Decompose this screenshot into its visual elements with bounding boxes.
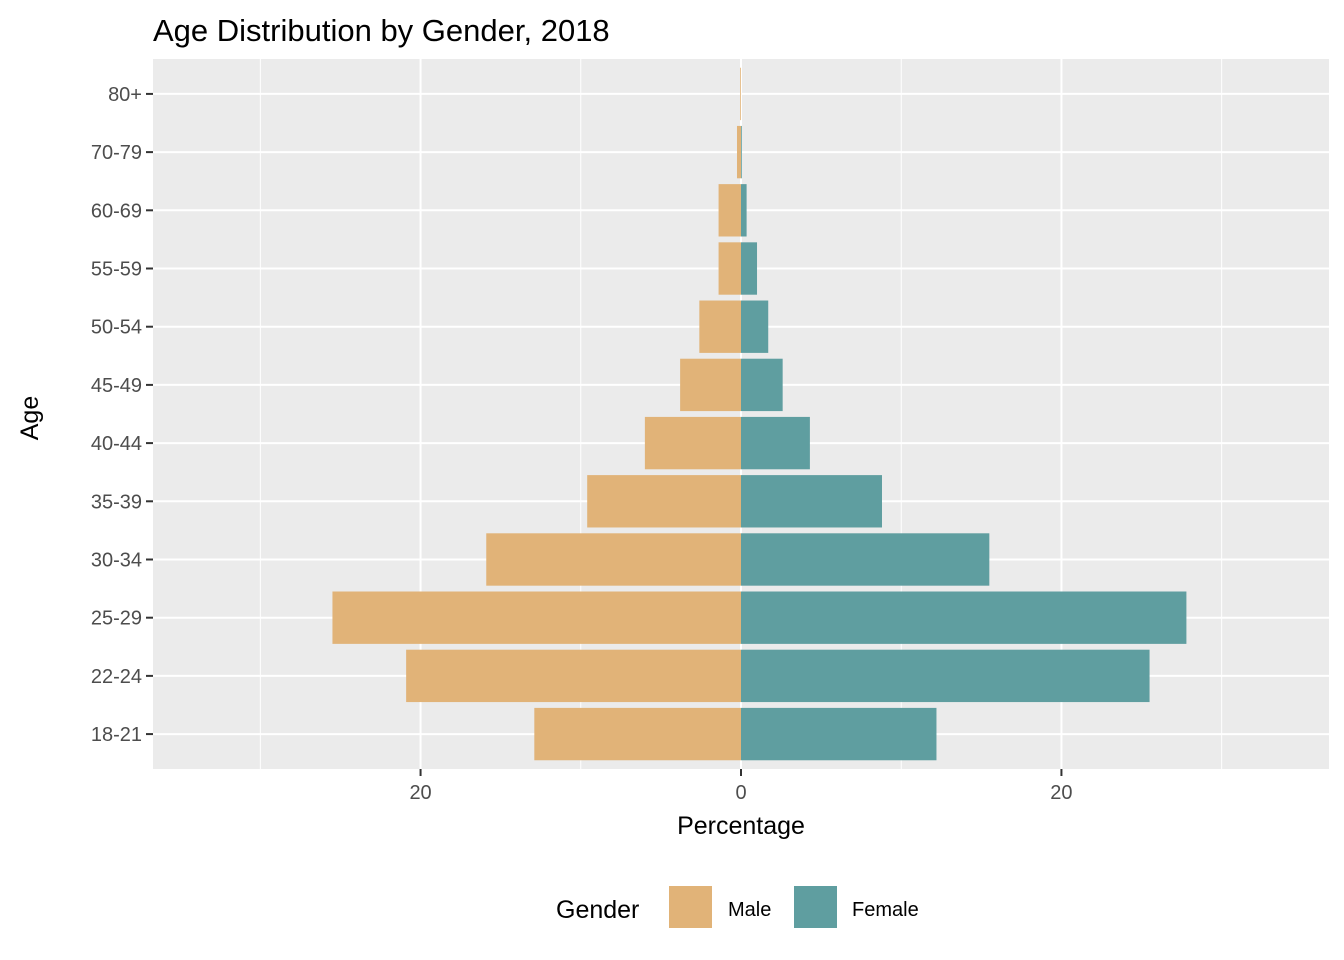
bar-male-30-34 xyxy=(486,533,741,586)
legend-swatch-male xyxy=(669,886,712,928)
bar-female-60-69 xyxy=(741,184,747,237)
legend: Gender Male Female xyxy=(556,886,919,928)
y-tick-label-55-59: 55-59 xyxy=(91,259,142,281)
bar-female-22-24 xyxy=(741,649,1150,703)
y-tick-label-40-44: 40-44 xyxy=(91,433,142,455)
y-tick-label-80+: 80+ xyxy=(108,84,142,106)
bar-female-70-79 xyxy=(741,125,742,179)
y-tick-label-50-54: 50-54 xyxy=(91,317,142,339)
y-tick-label-35-39: 35-39 xyxy=(91,491,142,513)
bar-female-40-44 xyxy=(741,416,810,470)
y-axis-title: Age xyxy=(16,396,44,440)
x-axis-title: Percentage xyxy=(677,812,805,840)
bar-female-55-59 xyxy=(741,242,758,295)
y-tick-label-25-29: 25-29 xyxy=(91,608,142,630)
bar-female-45-49 xyxy=(741,358,783,412)
legend-title: Gender xyxy=(556,896,639,924)
x-tick-label: 20 xyxy=(1050,782,1072,804)
y-tick-label-18-21: 18-21 xyxy=(91,724,142,746)
bar-female-50-54 xyxy=(741,300,769,353)
chart-title: Age Distribution by Gender, 2018 xyxy=(153,13,610,48)
x-tick-label: 0 xyxy=(735,782,746,804)
y-tick-label-60-69: 60-69 xyxy=(91,200,142,222)
y-tick-label-45-49: 45-49 xyxy=(91,375,142,397)
bar-male-22-24 xyxy=(406,649,741,703)
bar-male-18-21 xyxy=(534,707,741,761)
bar-male-50-54 xyxy=(699,300,741,353)
y-tick-label-30-34: 30-34 xyxy=(91,549,142,571)
bar-male-55-59 xyxy=(718,242,741,295)
bar-male-25-29 xyxy=(332,591,741,644)
y-tick-label-22-24: 22-24 xyxy=(91,666,142,688)
bar-female-18-21 xyxy=(741,707,937,761)
y-axis-ticks: 18-21 22-24 25-29 30-34 35-39 40-44 45-49 50-54… xyxy=(91,84,153,746)
bar-female-30-34 xyxy=(741,533,990,586)
x-axis-ticks: 20 0 20 xyxy=(409,769,1073,804)
bar-female-25-29 xyxy=(741,591,1187,644)
bar-male-40-44 xyxy=(644,416,741,470)
bar-male-60-69 xyxy=(718,184,741,237)
bar-female-35-39 xyxy=(741,475,882,528)
y-tick-label-70-79: 70-79 xyxy=(91,142,142,164)
bars xyxy=(332,67,1187,761)
legend-label-male: Male xyxy=(728,899,771,921)
legend-label-female: Female xyxy=(852,899,919,921)
bar-male-80+ xyxy=(740,67,741,121)
bar-male-35-39 xyxy=(587,475,741,528)
legend-swatch-female xyxy=(794,886,837,928)
bar-male-45-49 xyxy=(680,358,741,412)
x-tick-label: 20 xyxy=(409,782,431,804)
bar-male-70-79 xyxy=(736,125,741,179)
